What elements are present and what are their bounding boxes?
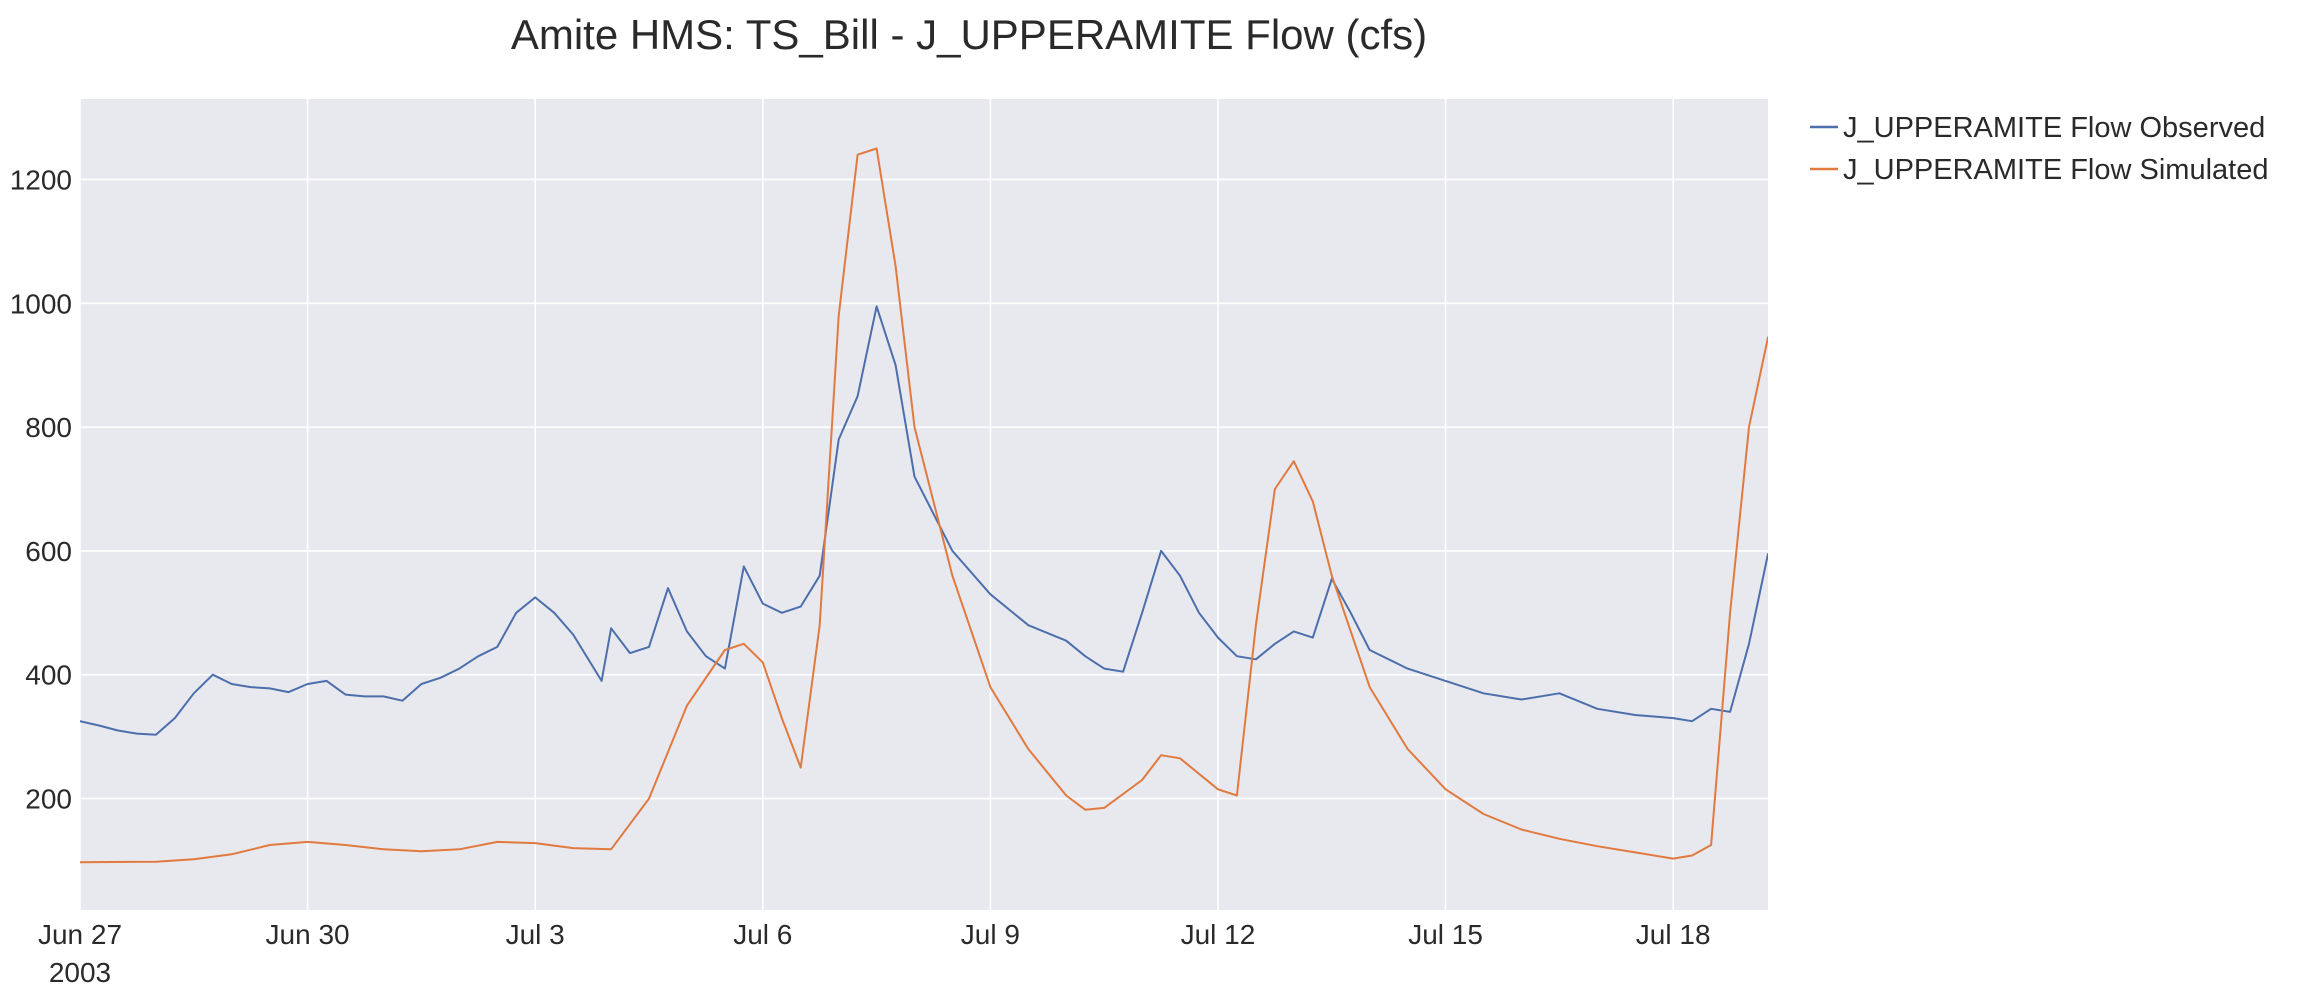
legend-label: J_UPPERAMITE Flow Observed [1843,112,2265,144]
axes: 200 400 600 800 1000 1200 Jun 27 2003 Jun 30 Jul … [10,164,1711,988]
x-tick-label: Jul 12 [1181,919,1256,950]
gridlines [79,99,1768,910]
x-tick-label: Jul 18 [1636,919,1711,950]
y-tick-label: 200 [25,784,72,815]
legend: J_UPPERAMITE Flow Observed J_UPPERAMITE F… [1810,112,2268,186]
x-tick-label: Jun 30 [266,919,350,950]
y-tick-label: 1200 [10,164,72,195]
series-layer [80,147,1768,864]
y-tick-label: 800 [25,412,72,443]
y-tick-label: 400 [25,660,72,691]
x-tick-label: Jul 9 [961,919,1020,950]
x-tick-label: Jul 3 [506,919,565,950]
chart-title: Amite HMS: TS_Bill - J_UPPERAMITE Flow (… [511,11,1427,58]
plot-area [80,99,1768,910]
series-line-2 [80,147,1768,864]
x-tick-sublabel: 2003 [49,957,111,988]
series-line-1 [80,305,1768,736]
y-tick-label: 1000 [10,288,72,319]
y-tick-label: 600 [25,536,72,567]
legend-label: J_UPPERAMITE Flow Simulated [1843,154,2268,186]
x-tick-label: Jun 27 [38,919,122,950]
x-tick-label: Jul 15 [1408,919,1483,950]
x-tick-label: Jul 6 [733,919,792,950]
